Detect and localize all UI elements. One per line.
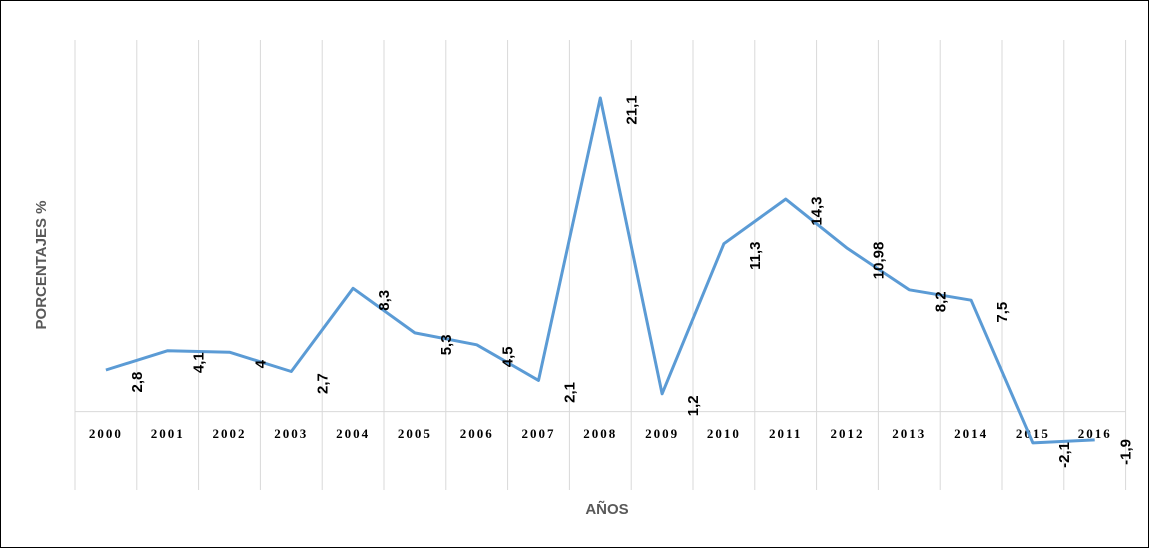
- data-label: -2,1: [1056, 442, 1073, 468]
- x-tick-label: 2005: [398, 426, 432, 441]
- x-tick-label: 2008: [583, 426, 617, 441]
- data-label: 8,2: [932, 291, 949, 312]
- y-axis-label: PORCENTAJES %: [33, 201, 50, 330]
- data-label: 21,1: [623, 95, 640, 124]
- x-tick-label: 2000: [89, 426, 123, 441]
- x-tick-label: 2016: [1078, 426, 1112, 441]
- data-label: 4,5: [500, 346, 517, 367]
- x-tick-label: 2002: [213, 426, 247, 441]
- data-label: 10,98: [870, 242, 887, 280]
- x-tick-label: 2012: [831, 426, 865, 441]
- x-tick-label: 2006: [460, 426, 494, 441]
- x-tick-label: 2011: [769, 426, 802, 441]
- data-label: 7,5: [994, 302, 1011, 323]
- x-tick-label: 2010: [707, 426, 741, 441]
- x-tick-label: 2001: [151, 426, 185, 441]
- data-label: 4,1: [191, 352, 208, 373]
- data-label: 2,7: [314, 373, 331, 394]
- x-tick-label: 2015: [1016, 426, 1050, 441]
- line: [105, 96, 1095, 445]
- x-tick-label: 2007: [522, 426, 556, 441]
- x-tick-label: 2003: [274, 426, 308, 441]
- data-label: 8,3: [376, 290, 393, 311]
- data-label: 2,1: [561, 382, 578, 403]
- data-label: 2,8: [129, 372, 146, 393]
- data-label: 11,3: [747, 241, 764, 269]
- data-label: 5,3: [438, 334, 455, 355]
- x-tick-label: 2004: [336, 426, 370, 441]
- x-tick-label: 2014: [954, 426, 988, 441]
- x-tick-label: 2013: [892, 426, 926, 441]
- data-label: 4: [252, 359, 269, 368]
- data-label: 1,2: [685, 395, 702, 416]
- x-tick-label: 2009: [645, 426, 679, 441]
- data-label: -1,9: [1118, 439, 1135, 465]
- data-label: 14,3: [809, 196, 826, 225]
- x-axis-label: AÑOS: [585, 500, 628, 518]
